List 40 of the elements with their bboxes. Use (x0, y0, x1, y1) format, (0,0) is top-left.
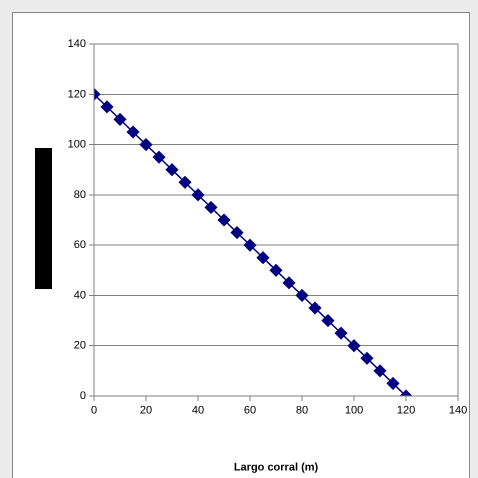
point (270, 264, 282, 277)
point (166, 163, 178, 176)
y-tick-label: 80 (74, 188, 86, 201)
point (114, 113, 126, 126)
point (386, 377, 400, 390)
point (152, 150, 166, 164)
x-tick-label: 120 (396, 404, 416, 417)
y-tick-label: 20 (74, 340, 86, 352)
x-axis-title: Largo corral (m) (234, 461, 319, 474)
point (230, 226, 244, 239)
point (256, 251, 270, 264)
point (140, 138, 152, 151)
point (204, 201, 218, 214)
x-tick-label: 100 (344, 404, 364, 417)
y-tick-label: 120 (68, 88, 86, 100)
x-tick-label: 60 (244, 404, 256, 417)
point (244, 238, 256, 252)
point (178, 176, 192, 189)
y-tick-label: 140 (68, 38, 86, 50)
point (100, 100, 114, 114)
y-tick-label: 40 (74, 289, 86, 302)
point (218, 214, 230, 226)
point (296, 289, 308, 302)
point (192, 188, 204, 202)
y-tick-label: 100 (68, 138, 86, 151)
x-tick-label: 20 (140, 404, 152, 417)
point (308, 302, 322, 314)
y-tick-label: 0 (80, 390, 86, 402)
x-tick-label: 80 (296, 404, 308, 417)
point (282, 276, 296, 290)
point (360, 352, 374, 365)
point (126, 126, 140, 138)
y-tick-label: 60 (74, 239, 86, 252)
x-tick-label: 140 (448, 404, 468, 417)
x-tick-label: 0 (90, 404, 98, 417)
point (348, 339, 360, 352)
point (322, 314, 334, 327)
x-tick-label: 40 (192, 404, 204, 417)
point (374, 364, 386, 378)
point (334, 326, 348, 340)
